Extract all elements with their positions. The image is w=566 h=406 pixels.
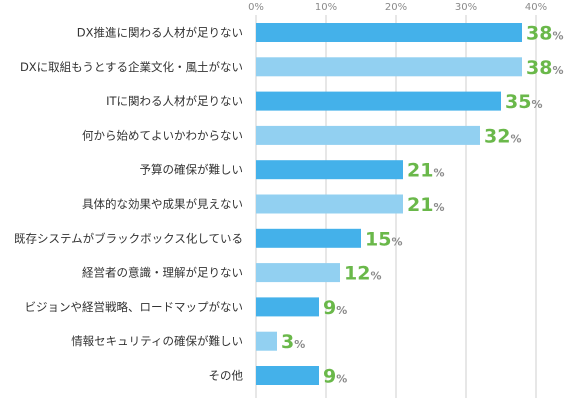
category-label: ITに関わる人材が足りない: [106, 94, 243, 108]
category-label: 経営者の意識・理解が足りない: [82, 266, 243, 280]
x-tick-label: 30%: [455, 2, 477, 13]
x-tick-label: 0%: [248, 2, 264, 13]
bar: [256, 160, 403, 180]
category-label: その他: [209, 369, 244, 383]
bar: [256, 228, 361, 248]
category-label: 何から始めてよいかわからない: [82, 128, 243, 142]
bar: [256, 125, 480, 145]
value-label: 35%: [505, 91, 542, 113]
category-label: 情報セキュリティの確保が難しい: [71, 334, 243, 348]
bar: [256, 91, 501, 111]
bar: [256, 23, 522, 42]
value-label: 38%: [526, 23, 563, 45]
category-label: 既存システムがブラックボックス化している: [14, 231, 243, 245]
bar: [256, 263, 340, 283]
bar: [256, 331, 277, 351]
category-label: DX推進に関わる人材が足りない: [77, 26, 243, 40]
value-label: 21%: [407, 194, 444, 216]
bar: [256, 366, 319, 385]
x-tick-label: 40%: [525, 2, 547, 13]
value-label: 9%: [323, 366, 347, 388]
x-tick-label: 10%: [315, 2, 337, 13]
category-label: 予算の確保が難しい: [140, 163, 244, 177]
category-label: DXに取組もうとする企業文化・風土がない: [20, 60, 243, 74]
x-tick-label: 20%: [385, 2, 407, 13]
bar: [256, 297, 319, 317]
value-label: 12%: [344, 263, 381, 285]
value-label: 38%: [526, 57, 563, 79]
bar: [256, 194, 403, 214]
bar: [256, 57, 522, 77]
category-label: 具体的な効果や成果が見えない: [82, 197, 243, 211]
category-label: ビジョンや経営戦略、ロードマップがない: [25, 300, 244, 314]
value-label: 3%: [281, 331, 305, 353]
value-label: 9%: [323, 297, 347, 319]
value-label: 32%: [484, 125, 521, 147]
value-label: 15%: [365, 228, 402, 250]
value-label: 21%: [407, 160, 444, 182]
